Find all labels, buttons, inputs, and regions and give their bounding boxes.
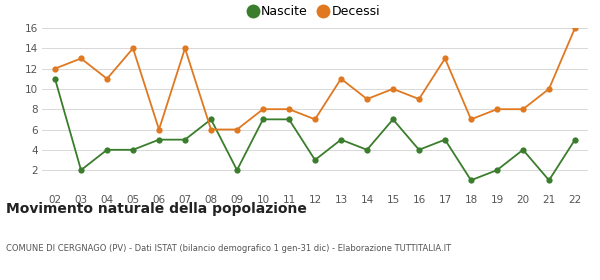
Legend: Nascite, Decessi: Nascite, Decessi: [250, 5, 380, 18]
Text: Movimento naturale della popolazione: Movimento naturale della popolazione: [6, 202, 307, 216]
Text: COMUNE DI CERGNAGO (PV) - Dati ISTAT (bilancio demografico 1 gen-31 dic) - Elabo: COMUNE DI CERGNAGO (PV) - Dati ISTAT (bi…: [6, 244, 451, 253]
